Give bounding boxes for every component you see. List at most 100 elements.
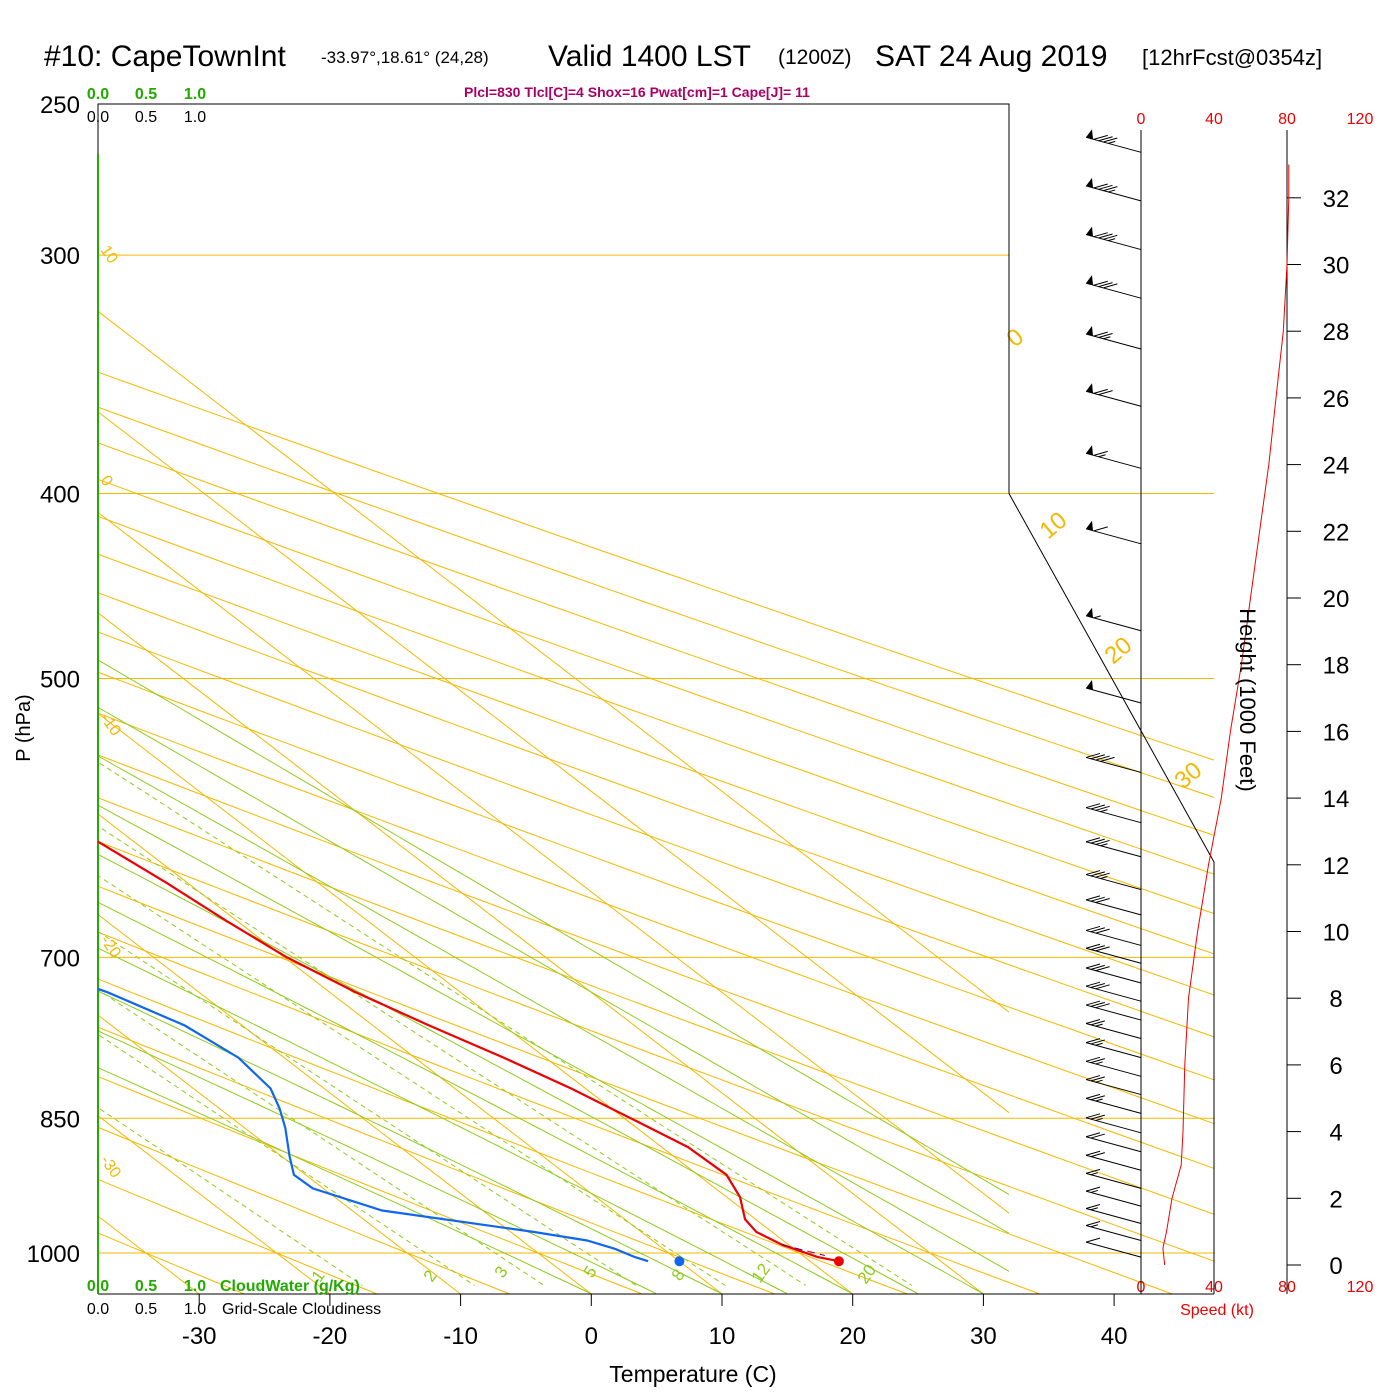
wind-barb bbox=[1085, 837, 1142, 858]
wind-barb bbox=[1085, 803, 1142, 824]
wind-barb bbox=[1085, 943, 1142, 964]
wind-barb-flag bbox=[1090, 1058, 1105, 1064]
isotherm-line bbox=[98, 813, 723, 1294]
wind-barb-flag bbox=[1085, 1220, 1101, 1226]
wind-barb-pennant bbox=[1086, 445, 1093, 456]
wind-barb-pennant bbox=[1086, 226, 1093, 237]
wind-barb-flag bbox=[1103, 234, 1118, 240]
wind-barb bbox=[1085, 275, 1142, 299]
wind-barb-halfflag bbox=[1090, 1224, 1098, 1228]
wind-barb-flag bbox=[1090, 1020, 1105, 1026]
thermo-background bbox=[98, 310, 1009, 1294]
wind-barb-flag bbox=[1090, 1152, 1105, 1158]
isotherm-label: 10 bbox=[97, 243, 121, 267]
dry-adiabat-line bbox=[98, 442, 1214, 836]
cloudiness-axis-title: Grid-Scale Cloudiness bbox=[222, 1301, 381, 1318]
wind-barb-staff bbox=[1085, 1004, 1142, 1021]
height-tick-label: 16 bbox=[1323, 719, 1350, 746]
dry-adiabat-label: 30 bbox=[1170, 757, 1208, 795]
mixing-ratio-label: 2 bbox=[420, 1267, 441, 1286]
isotherm-line bbox=[98, 1014, 461, 1294]
wind-barb-halfflag bbox=[1108, 140, 1116, 144]
moist-adiabat-line bbox=[98, 947, 787, 1294]
wind-barb-flag bbox=[1095, 1003, 1110, 1009]
mixing-ratio-line bbox=[98, 930, 637, 1286]
temperature-profile bbox=[98, 840, 840, 1263]
dry-adiabat-line bbox=[98, 553, 1214, 955]
wind-barb-flag bbox=[1103, 137, 1118, 143]
moist-adiabat-line bbox=[98, 901, 853, 1294]
dry-adiabat-label: 20 bbox=[1100, 632, 1138, 670]
wind-barb-flag bbox=[1085, 1056, 1101, 1062]
dry-adiabat-line bbox=[98, 406, 1214, 798]
mixing-ratio-line bbox=[98, 1106, 363, 1286]
wind-barb-flag bbox=[1085, 870, 1101, 876]
station-title: #10: CapeTownInt bbox=[44, 40, 286, 73]
extended-background-lines bbox=[98, 104, 1214, 1294]
isotherm-line bbox=[98, 712, 854, 1294]
wind-barb-flag bbox=[1085, 1186, 1101, 1192]
temperature-tick-label: -10 bbox=[443, 1323, 478, 1350]
wind-barb-flag bbox=[1090, 754, 1105, 760]
mixing-ratio-label: 3 bbox=[491, 1263, 512, 1282]
height-tick-label: 24 bbox=[1323, 453, 1350, 480]
wind-barb-flag bbox=[1093, 280, 1108, 286]
wind-barb-flag bbox=[1085, 981, 1101, 987]
temperature-tick-label: 30 bbox=[970, 1323, 997, 1350]
wind-barb-staff bbox=[1085, 947, 1142, 964]
wind-barb-staff bbox=[1085, 1042, 1142, 1059]
dry-adiabat-line bbox=[98, 371, 1214, 761]
wind-barb-pennant bbox=[1086, 129, 1093, 140]
isotherm-label: -30 bbox=[97, 1153, 124, 1182]
moist-adiabat-line bbox=[98, 853, 918, 1294]
wind-barb-halfflag bbox=[1095, 1098, 1103, 1102]
parcel-path bbox=[781, 1244, 825, 1256]
plot-border bbox=[97, 103, 1215, 1294]
wind-barb-staff bbox=[1085, 282, 1142, 299]
wind-barb-flag bbox=[1090, 1095, 1105, 1101]
isotherm-label: 0 bbox=[97, 473, 116, 490]
wind-barb-flag bbox=[1093, 388, 1108, 394]
wind-barb-staff bbox=[1085, 899, 1142, 916]
height-tick-label: 8 bbox=[1329, 986, 1342, 1013]
dewpoint-profile bbox=[98, 987, 649, 1263]
speed-tick-bottom: 40 bbox=[1205, 1279, 1223, 1296]
height-tick-label: 2 bbox=[1329, 1186, 1342, 1213]
temperature-tick-label: 40 bbox=[1101, 1323, 1128, 1350]
wind-barb-flag bbox=[1090, 804, 1105, 810]
wind-barb-flag bbox=[1093, 526, 1108, 532]
cloudiness-tick-top: 0.5 bbox=[135, 109, 157, 126]
wind-barb bbox=[1085, 1000, 1142, 1021]
wind-barb bbox=[1085, 1168, 1142, 1189]
wind-barb-staff bbox=[1085, 874, 1142, 891]
dry-adiabat-line bbox=[98, 671, 1214, 1081]
pressure-tick-label: 1000 bbox=[27, 1241, 80, 1268]
wind-barb-flag bbox=[1098, 184, 1113, 190]
wind-barb bbox=[1085, 925, 1142, 946]
cloudwater-tick-top: 1.0 bbox=[184, 86, 206, 103]
wind-barb-flag bbox=[1093, 331, 1108, 337]
wind-barb-staff bbox=[1085, 1224, 1142, 1241]
wind-barb bbox=[1085, 895, 1142, 916]
pressure-tick-label: 850 bbox=[40, 1106, 80, 1133]
height-axis-title: Height (1000 Feet) bbox=[1235, 608, 1260, 791]
wind-barb bbox=[1085, 963, 1142, 984]
forecast-info: [12hrFcst@0354z] bbox=[1142, 45, 1323, 70]
mixing-ratio-line bbox=[98, 989, 545, 1286]
mixing-ratio-line bbox=[98, 761, 913, 1286]
wind-barb-halfflag bbox=[1095, 1117, 1103, 1121]
dry-adiabat-line bbox=[98, 797, 1214, 1215]
plot-frame bbox=[97, 103, 1215, 1295]
wind-barb-flag bbox=[1085, 963, 1101, 969]
isotherm-line bbox=[98, 411, 1009, 1114]
cloudwater-tick-bottom: 1.0 bbox=[184, 1278, 206, 1295]
wind-barb bbox=[1085, 607, 1142, 632]
wind-barb-flag bbox=[1103, 283, 1118, 289]
wind-barb bbox=[1085, 981, 1142, 1002]
wind-barb-flag bbox=[1090, 838, 1105, 844]
wind-barb-pennant bbox=[1086, 177, 1093, 188]
wind-barb bbox=[1085, 1093, 1142, 1114]
isotherm-line bbox=[98, 913, 592, 1294]
chart-header: #10: CapeTownInt -33.97°,18.61° (24,28) … bbox=[0, 0, 1400, 100]
